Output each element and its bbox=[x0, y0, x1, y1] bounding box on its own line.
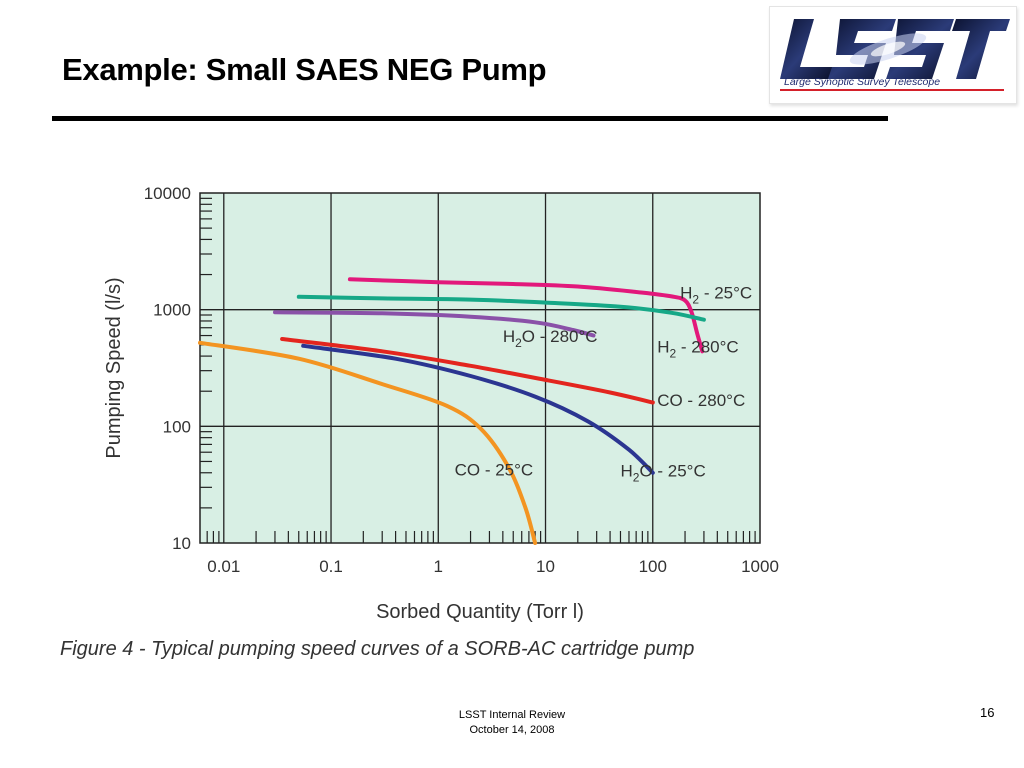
series-label: H2O - 280°C bbox=[503, 327, 598, 350]
series-label-part: H bbox=[620, 462, 632, 481]
series-label-part: 2 bbox=[669, 346, 676, 360]
series-label-part: O - 25°C bbox=[639, 462, 705, 481]
plot-border bbox=[199, 192, 761, 544]
y-tick-label: 10000 bbox=[144, 184, 191, 203]
series-label-part: H bbox=[503, 327, 515, 346]
y-tick-label: 100 bbox=[163, 417, 191, 436]
series-label-part: - 280°C bbox=[676, 337, 739, 356]
x-tick-label: 0.01 bbox=[207, 557, 240, 576]
x-tick-label: 10 bbox=[536, 557, 555, 576]
series-line bbox=[280, 337, 655, 405]
series-label-part: 2 bbox=[692, 292, 699, 306]
series-label: H2 - 25°C bbox=[680, 283, 752, 306]
slide-number: 16 bbox=[980, 705, 995, 720]
series-label-part: CO - 25°C bbox=[455, 460, 534, 479]
x-tick-label: 1 bbox=[434, 557, 443, 576]
slide-title: Example: Small SAES NEG Pump bbox=[62, 52, 547, 87]
series-label: H2 - 280°C bbox=[657, 337, 739, 360]
series-label-part: - 25°C bbox=[699, 283, 752, 302]
series-label: CO - 25°C bbox=[455, 460, 534, 479]
figure-caption: Figure 4 - Typical pumping speed curves … bbox=[60, 638, 694, 660]
series-line bbox=[296, 294, 706, 322]
footer-review: LSST Internal Review bbox=[458, 709, 566, 721]
series-line bbox=[273, 310, 596, 338]
series-label-part: 2 bbox=[515, 336, 522, 350]
series-line bbox=[301, 343, 655, 475]
x-tick-label: 1000 bbox=[741, 557, 779, 576]
x-axis-label: Sorbed Quantity (Torr l) bbox=[376, 601, 584, 623]
footer-date: October 14, 2008 bbox=[469, 724, 555, 736]
series-label: H2O - 25°C bbox=[620, 462, 705, 485]
series-label-part: CO - 280°C bbox=[657, 391, 745, 410]
series-line bbox=[198, 340, 538, 545]
title-underline bbox=[52, 116, 888, 121]
series-label: CO - 280°C bbox=[657, 391, 745, 410]
grid bbox=[200, 193, 760, 543]
series-label-part: 2 bbox=[633, 471, 640, 485]
x-tick-label: 100 bbox=[639, 557, 667, 576]
y-axis-label: Pumping Speed (l/s) bbox=[103, 277, 125, 458]
series-line bbox=[347, 277, 705, 354]
lsst-logo: Large Synoptic Survey Telescope bbox=[769, 6, 1017, 104]
logo-letters bbox=[780, 19, 1010, 79]
series bbox=[198, 277, 706, 545]
series-label-part: H bbox=[680, 283, 692, 302]
series-label-part: H bbox=[657, 337, 669, 356]
x-tick-label: 0.1 bbox=[319, 557, 343, 576]
logo-tagline: Large Synoptic Survey Telescope bbox=[784, 76, 940, 88]
series-label-part: O - 280°C bbox=[522, 327, 598, 346]
y-tick-label: 1000 bbox=[153, 301, 191, 320]
y-tick-label: 10 bbox=[172, 534, 191, 553]
tick-labels: 0.01 0.1 1 10 100 1000 10 100 1000 10000 bbox=[144, 184, 779, 576]
